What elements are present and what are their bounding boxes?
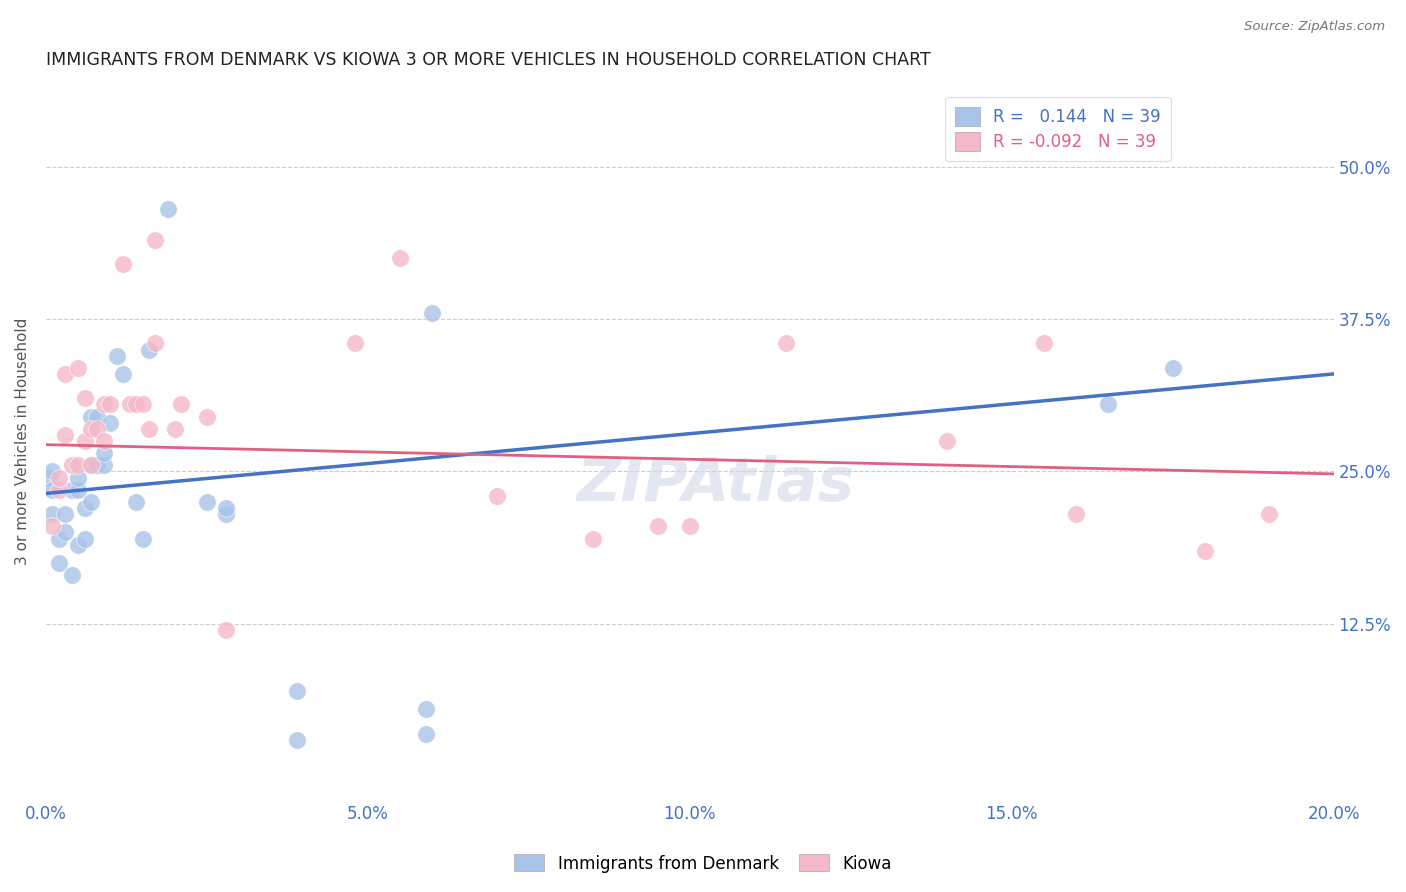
- Point: [125, 397, 148, 411]
- Point: [131, 532, 153, 546]
- Point: [41, 483, 63, 497]
- Point: [1032, 336, 1054, 351]
- Point: [41, 465, 63, 479]
- Point: [582, 532, 605, 546]
- Point: [647, 519, 669, 533]
- Point: [48, 470, 70, 484]
- Y-axis label: 3 or more Vehicles in Household: 3 or more Vehicles in Household: [15, 318, 30, 565]
- Point: [105, 349, 128, 363]
- Point: [138, 422, 160, 436]
- Point: [285, 684, 308, 698]
- Point: [415, 726, 437, 740]
- Point: [73, 532, 96, 546]
- Point: [195, 495, 218, 509]
- Point: [53, 428, 76, 442]
- Point: [60, 458, 83, 473]
- Point: [48, 483, 70, 497]
- Point: [131, 397, 153, 411]
- Point: [285, 732, 308, 747]
- Point: [48, 556, 70, 570]
- Point: [80, 409, 103, 424]
- Point: [86, 422, 108, 436]
- Point: [60, 568, 83, 582]
- Text: ZIPAtlas: ZIPAtlas: [576, 455, 855, 514]
- Point: [38, 470, 60, 484]
- Point: [73, 501, 96, 516]
- Point: [1161, 360, 1184, 375]
- Legend: Immigrants from Denmark, Kiowa: Immigrants from Denmark, Kiowa: [508, 847, 898, 880]
- Point: [389, 251, 412, 265]
- Point: [73, 434, 96, 448]
- Point: [53, 367, 76, 381]
- Point: [93, 434, 115, 448]
- Point: [93, 458, 115, 473]
- Point: [195, 409, 218, 424]
- Point: [53, 507, 76, 521]
- Point: [67, 458, 90, 473]
- Point: [53, 525, 76, 540]
- Point: [679, 519, 702, 533]
- Point: [67, 538, 90, 552]
- Point: [93, 446, 115, 460]
- Text: IMMIGRANTS FROM DENMARK VS KIOWA 3 OR MORE VEHICLES IN HOUSEHOLD CORRELATION CHA: IMMIGRANTS FROM DENMARK VS KIOWA 3 OR MO…: [46, 51, 931, 69]
- Point: [48, 532, 70, 546]
- Point: [343, 336, 366, 351]
- Point: [415, 702, 437, 716]
- Point: [80, 422, 103, 436]
- Point: [118, 397, 141, 411]
- Point: [93, 397, 115, 411]
- Point: [41, 519, 63, 533]
- Point: [485, 489, 508, 503]
- Point: [125, 495, 148, 509]
- Point: [67, 360, 90, 375]
- Point: [98, 416, 121, 430]
- Point: [86, 458, 108, 473]
- Point: [67, 470, 90, 484]
- Point: [1064, 507, 1087, 521]
- Point: [86, 409, 108, 424]
- Point: [145, 233, 167, 247]
- Point: [157, 202, 180, 217]
- Point: [112, 257, 135, 271]
- Point: [163, 422, 186, 436]
- Point: [112, 367, 135, 381]
- Point: [145, 336, 167, 351]
- Point: [41, 507, 63, 521]
- Point: [420, 306, 443, 320]
- Legend: R =   0.144   N = 39, R = -0.092   N = 39: R = 0.144 N = 39, R = -0.092 N = 39: [945, 97, 1171, 161]
- Point: [80, 495, 103, 509]
- Point: [215, 501, 238, 516]
- Point: [1097, 397, 1119, 411]
- Point: [67, 483, 90, 497]
- Point: [170, 397, 193, 411]
- Point: [138, 343, 160, 357]
- Point: [80, 458, 103, 473]
- Point: [215, 623, 238, 637]
- Point: [1194, 543, 1216, 558]
- Point: [775, 336, 797, 351]
- Point: [936, 434, 959, 448]
- Point: [1258, 507, 1281, 521]
- Point: [215, 507, 238, 521]
- Point: [80, 458, 103, 473]
- Point: [98, 397, 121, 411]
- Point: [73, 392, 96, 406]
- Point: [60, 483, 83, 497]
- Text: Source: ZipAtlas.com: Source: ZipAtlas.com: [1244, 20, 1385, 33]
